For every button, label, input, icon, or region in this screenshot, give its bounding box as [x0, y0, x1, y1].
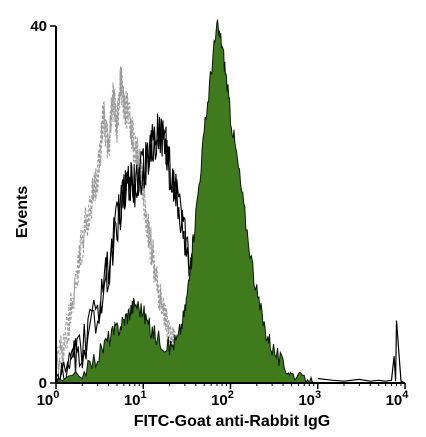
series-green-filled [54, 19, 318, 385]
x-tick-label: 103 [298, 389, 321, 409]
x-tick-exponent: 2 [228, 389, 234, 401]
y-axis-title: Events [14, 186, 31, 239]
x-tick-exponent: 0 [53, 389, 59, 401]
plot-area [54, 19, 406, 385]
x-tick-label: 101 [124, 389, 147, 409]
x-tick-exponent: 4 [402, 389, 409, 401]
x-axis-title: FITC-Goat anti-Rabbit IgG [134, 413, 330, 430]
x-tick-base: 10 [386, 392, 403, 409]
x-tick-base: 10 [211, 392, 228, 409]
x-tick-label: 100 [37, 389, 60, 409]
x-tick-label: 102 [211, 389, 234, 409]
x-tick-exponent: 3 [315, 389, 321, 401]
series-black-baseline [317, 320, 406, 384]
y-tick-label: 0 [39, 375, 47, 392]
y-tick-label: 40 [30, 18, 47, 35]
x-tick-base: 10 [298, 392, 315, 409]
x-tick-label: 104 [386, 389, 410, 409]
x-tick-base: 10 [37, 392, 54, 409]
x-tick-base: 10 [124, 392, 141, 409]
x-tick-exponent: 1 [141, 389, 147, 401]
